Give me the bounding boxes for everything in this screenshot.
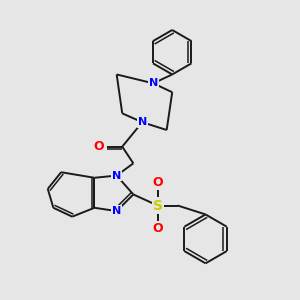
Text: N: N [112,206,121,216]
Text: O: O [152,176,163,189]
Text: O: O [152,222,163,236]
Text: O: O [94,140,104,153]
Text: S: S [153,199,163,213]
Text: N: N [138,117,147,127]
Text: N: N [112,171,121,181]
Text: N: N [149,78,158,88]
